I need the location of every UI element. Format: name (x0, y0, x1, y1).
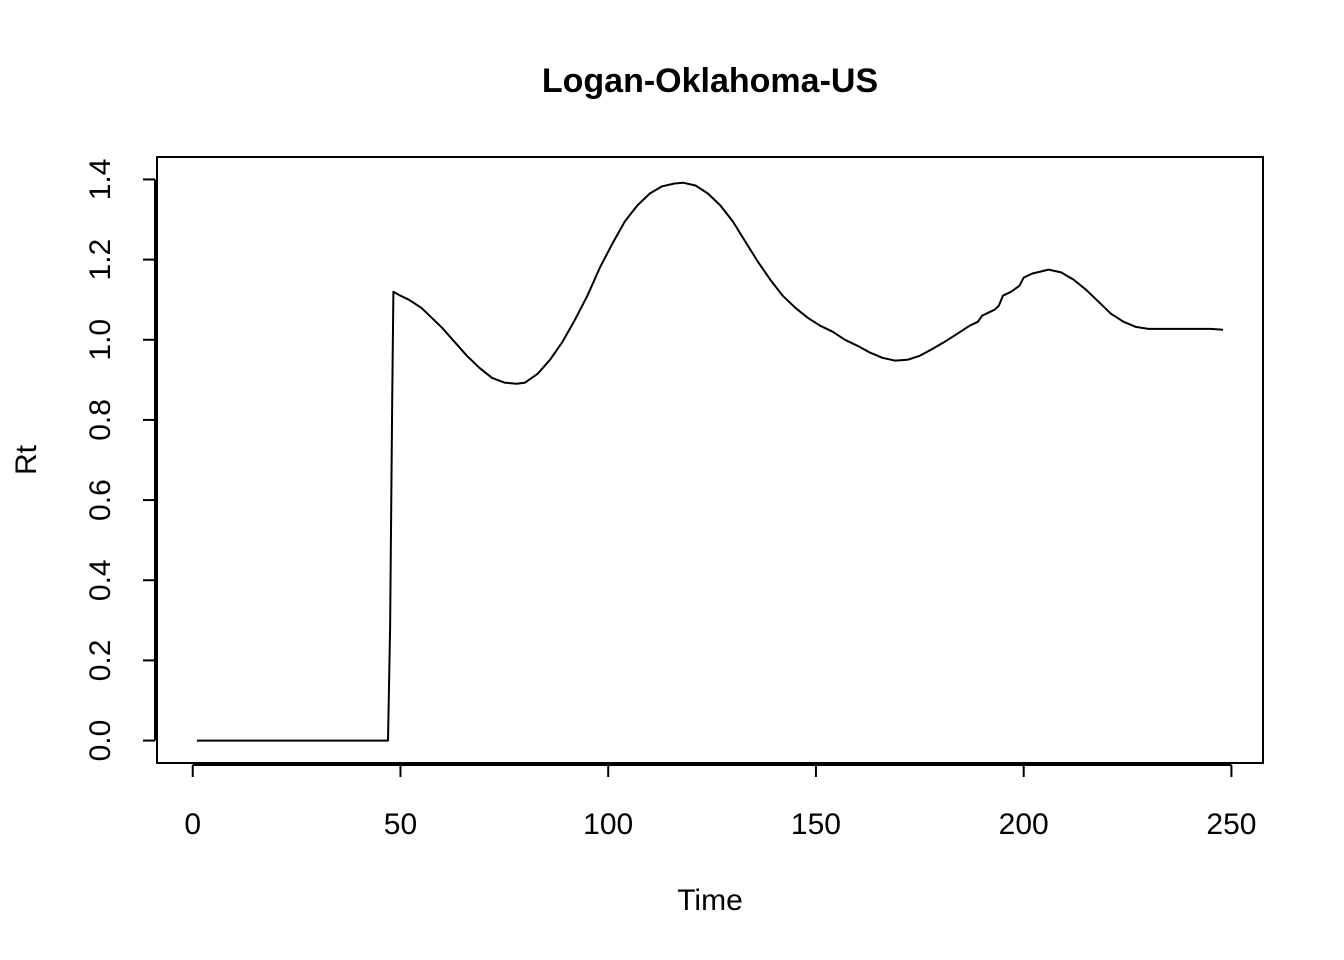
x-tick-label: 250 (1206, 808, 1256, 841)
y-tick-label: 0.4 (84, 559, 117, 601)
y-tick-label: 1.4 (84, 159, 117, 201)
y-axis-label: Rt (10, 444, 43, 475)
y-tick-label: 0.2 (84, 640, 117, 682)
x-tick-label: 0 (184, 808, 201, 841)
x-tick-label: 150 (791, 808, 841, 841)
plot-frame (156, 156, 1264, 764)
y-tick-label: 1.2 (84, 239, 117, 281)
y-axis: 0.0 0.2 0.4 0.6 0.8 1.0 1.2 1.4 (84, 159, 156, 762)
series-layer (196, 181, 1224, 742)
x-axis: 0 50 100 150 200 250 (184, 764, 1256, 841)
y-tick-label: 1.0 (84, 319, 117, 361)
y-tick-label: 0.0 (84, 720, 117, 762)
y-tick-label: 0.6 (84, 479, 117, 521)
x-axis-label: Time (677, 884, 743, 917)
x-tick-label: 50 (384, 808, 417, 841)
y-tick-label: 0.8 (84, 399, 117, 441)
series-line (196, 181, 1224, 742)
chart-title: Logan-Oklahoma-US (542, 62, 878, 100)
x-tick-label: 100 (583, 808, 633, 841)
x-tick-label: 200 (999, 808, 1049, 841)
